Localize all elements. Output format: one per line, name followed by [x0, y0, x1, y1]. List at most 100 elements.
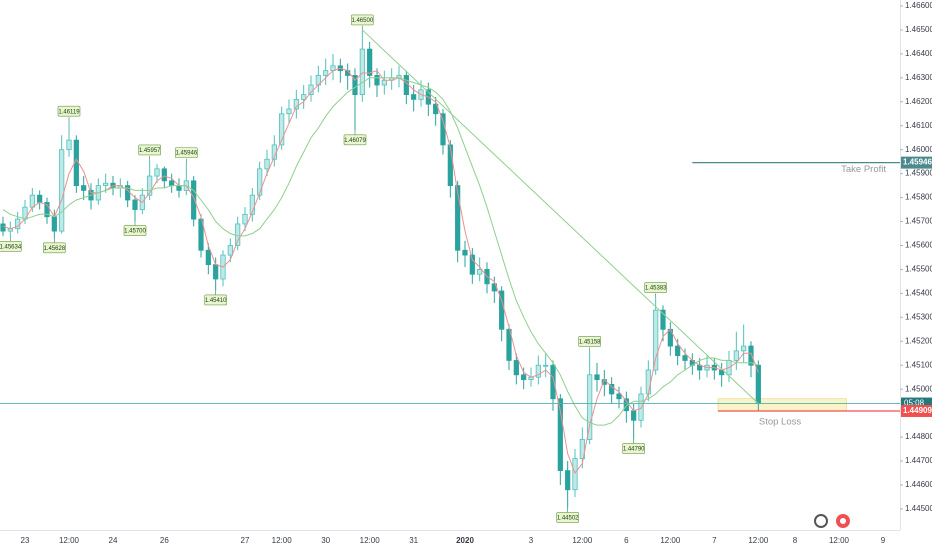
x-tick-label: 24 — [109, 536, 118, 545]
candle-body — [609, 383, 615, 395]
candle-body — [169, 180, 175, 187]
take-profit-label: Take Profit — [841, 164, 886, 175]
annotation-box — [123, 225, 147, 236]
x-tick-label: 8 — [793, 536, 798, 545]
trend-line — [361, 29, 759, 404]
candle-body — [616, 393, 622, 400]
candle-body — [535, 364, 541, 378]
candle-body — [447, 144, 453, 187]
candle-body — [235, 223, 241, 246]
annotation-box — [622, 443, 645, 454]
annotation-label: 1.45957 — [139, 148, 161, 154]
candle-body — [645, 369, 651, 395]
candle-body — [462, 249, 468, 256]
current-price-label: 05:08 — [904, 399, 925, 408]
candle-body — [323, 70, 329, 76]
moving-average — [2, 67, 759, 475]
x-tick-label: 26 — [160, 536, 169, 545]
x-tick-label: 12:00 — [660, 536, 681, 545]
candle-body — [748, 345, 754, 366]
annotation-label: 1.45383 — [645, 286, 667, 292]
y-tick-label: 1.45000 — [905, 384, 932, 393]
annotation-box — [343, 134, 367, 146]
annotation-label: 1.46119 — [58, 109, 80, 115]
moving-average — [2, 77, 759, 426]
candle-body — [198, 218, 204, 251]
y-tick-label: 1.46400 — [905, 49, 932, 58]
y-tick-label: 1.44800 — [905, 432, 932, 441]
candle-body — [359, 48, 365, 96]
x-tick-label: 9 — [881, 536, 886, 545]
candle-body — [103, 182, 109, 187]
x-tick-label: 12:00 — [829, 536, 850, 545]
annotation-box — [644, 282, 667, 293]
candle-body — [279, 113, 285, 146]
stop-loss-tag — [901, 404, 932, 417]
candle-body — [213, 264, 219, 280]
take-profit-tag — [901, 156, 932, 169]
annotation-box — [204, 294, 227, 306]
y-tick-label: 1.44700 — [905, 456, 932, 465]
x-tick-label: 12:00 — [272, 536, 293, 545]
candle-body — [469, 254, 475, 275]
x-tick-label: 12:00 — [748, 536, 769, 545]
annotation-label: 1.46500 — [351, 18, 373, 24]
candle-body — [293, 98, 299, 110]
candle-body — [440, 113, 446, 146]
toolbar-icons[interactable] — [814, 514, 850, 528]
candle-body — [638, 393, 644, 421]
y-tick-label: 1.45800 — [905, 193, 932, 202]
take-profit-value: 1.45946 — [903, 158, 932, 167]
x-tick-label: 12:00 — [572, 536, 593, 545]
candle-body — [66, 139, 72, 151]
candle-body — [352, 75, 358, 96]
annotation-label: 1.45628 — [43, 246, 65, 252]
y-tick-label: 1.45300 — [905, 312, 932, 321]
x-tick-label: 30 — [321, 536, 330, 545]
candle-body — [0, 223, 6, 232]
candle-body — [44, 201, 50, 218]
candle-body — [755, 364, 761, 404]
candle-body — [29, 194, 35, 208]
annotation-box — [57, 105, 81, 117]
y-tick-label: 1.44600 — [905, 480, 932, 489]
y-tick-label: 1.46200 — [905, 97, 932, 106]
candle-body — [653, 309, 659, 371]
candle-body — [433, 103, 439, 115]
icon[interactable] — [814, 514, 828, 528]
annotation-box — [351, 14, 374, 26]
candle-body — [242, 213, 248, 225]
y-tick-label: 1.45900 — [905, 169, 932, 178]
y-tick-label: 1.44500 — [905, 504, 932, 513]
candle-body — [249, 194, 255, 215]
annotation-label: 1.46079 — [344, 138, 366, 144]
candle-body — [176, 185, 182, 191]
candle-body — [506, 328, 512, 361]
candle-body — [257, 168, 263, 196]
candle-body — [572, 458, 578, 491]
stop-loss-value: 1.44909 — [903, 406, 932, 415]
annotation-label: 1.45946 — [175, 151, 197, 157]
candle-body — [411, 94, 417, 100]
candle-body — [191, 180, 197, 220]
y-tick-label: 1.46100 — [905, 121, 932, 130]
candle-body — [403, 75, 409, 96]
candle-body — [733, 350, 739, 361]
y-tick-label: 1.45500 — [905, 265, 932, 274]
candle-body — [513, 360, 519, 376]
y-tick-label: 1.45100 — [905, 360, 932, 369]
candle-body — [286, 108, 292, 115]
x-tick-label: 3 — [529, 536, 534, 545]
candle-body — [550, 364, 556, 400]
icon[interactable] — [840, 518, 846, 524]
annotation-label: 1.44790 — [623, 447, 645, 453]
annotation-box — [578, 336, 601, 347]
candle-body — [477, 269, 483, 275]
candle-body — [565, 470, 571, 491]
x-tick-label: 31 — [409, 536, 418, 545]
candle-body — [37, 194, 43, 203]
candle-body — [227, 245, 233, 256]
x-tick-label: 12:00 — [360, 536, 381, 545]
candle-body — [161, 168, 167, 182]
